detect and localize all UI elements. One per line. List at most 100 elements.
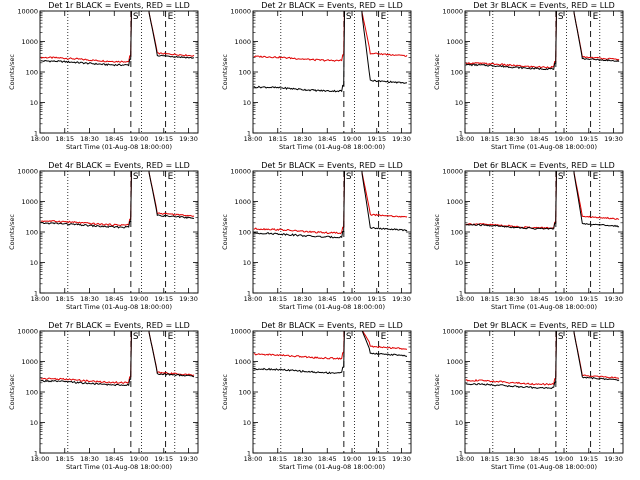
y-tick-label: 10000 — [230, 327, 251, 335]
y-tick-label: 10000 — [442, 167, 463, 175]
series-line-lld — [253, 171, 408, 235]
x-tick-label: 18:45 — [105, 455, 124, 463]
x-tick-label: 19:30 — [392, 135, 411, 143]
x-tick-label: 19:00 — [555, 295, 574, 303]
x-tick-label: 19:30 — [179, 295, 198, 303]
series-line-events — [465, 331, 620, 390]
y-tick-label: 100 — [451, 228, 463, 236]
series-line-lld — [40, 171, 195, 227]
series-line-events — [465, 171, 620, 230]
y-axis-label: Counts/sec — [221, 54, 229, 90]
y-tick-label: 10 — [243, 419, 251, 427]
x-tick-label: 19:15 — [154, 135, 173, 143]
x-tick-label: 18:00 — [456, 135, 475, 143]
y-tick-label: 10 — [243, 99, 251, 107]
y-tick-label: 1 — [459, 289, 463, 297]
x-tick-label: 18:45 — [318, 135, 337, 143]
y-tick-label: 1000 — [234, 38, 251, 46]
x-tick-label: 18:15 — [480, 455, 499, 463]
panel-det-2: Det 2r BLACK = Events, RED = LLD 1 10 100 10… — [221, 1, 412, 151]
y-tick-label: 100 — [26, 228, 38, 236]
y-tick-label: 100 — [239, 68, 251, 76]
x-tick-label: 19:00 — [130, 135, 149, 143]
x-tick-label: 18:15 — [268, 455, 287, 463]
x-tick-label: 19:30 — [392, 455, 411, 463]
y-tick-label: 1 — [459, 449, 463, 457]
x-tick-label: 18:30 — [293, 455, 312, 463]
y-tick-label: 1 — [34, 129, 38, 137]
x-tick-label: 18:15 — [268, 295, 287, 303]
plot-frame — [252, 330, 412, 454]
y-tick-label: 10000 — [442, 327, 463, 335]
x-tick-label: 19:15 — [367, 135, 386, 143]
start-marker-label: S — [558, 12, 564, 22]
series-group — [253, 171, 408, 239]
x-tick-label: 18:00 — [31, 135, 50, 143]
y-axis-label: Counts/sec — [221, 374, 229, 410]
x-tick-label: 19:30 — [179, 455, 198, 463]
y-tick-label: 10 — [30, 99, 38, 107]
panel-title: Det 1r BLACK = Events, RED = LLD — [48, 1, 190, 10]
x-tick-label: 18:30 — [80, 295, 99, 303]
x-axis-label: Start Time (01-Aug-08 18:00:00) — [279, 463, 385, 471]
panel-title: Det 3r BLACK = Events, RED = LLD — [473, 1, 615, 10]
x-tick-label: 19:15 — [367, 455, 386, 463]
y-axis-label: Counts/sec — [8, 54, 16, 90]
x-tick-label: 19:15 — [367, 295, 386, 303]
panel-det-3: Det 3r BLACK = Events, RED = LLD 1 10 100 10… — [433, 1, 624, 151]
x-tick-label: 18:15 — [268, 135, 287, 143]
y-tick-label: 1 — [459, 129, 463, 137]
x-tick-label: 19:15 — [579, 135, 598, 143]
y-tick-label: 10 — [455, 99, 463, 107]
x-tick-label: 18:00 — [244, 295, 263, 303]
x-tick-label: 18:45 — [318, 295, 337, 303]
x-tick-label: 18:30 — [293, 135, 312, 143]
series-group — [465, 171, 620, 230]
x-tick-label: 18:30 — [505, 135, 524, 143]
end-marker-label: E — [168, 332, 174, 342]
start-marker-label: S — [133, 332, 139, 342]
x-tick-label: 18:45 — [105, 135, 124, 143]
y-tick-label: 10000 — [17, 167, 38, 175]
y-tick-label: 1000 — [234, 198, 251, 206]
x-tick-label: 18:15 — [55, 455, 74, 463]
series-line-lld — [40, 11, 195, 63]
start-marker-label: S — [346, 12, 352, 22]
series-line-lld — [465, 331, 619, 386]
x-tick-label: 18:30 — [293, 295, 312, 303]
plot-frame — [252, 10, 412, 134]
panel-det-1: Det 1r BLACK = Events, RED = LLD 1 10 100 10… — [8, 1, 199, 151]
x-tick-label: 19:15 — [154, 295, 173, 303]
plot-frame — [464, 170, 624, 294]
panel-title: Det 8r BLACK = Events, RED = LLD — [261, 321, 403, 330]
panel-title: Det 4r BLACK = Events, RED = LLD — [48, 161, 190, 170]
panel-det-7: Det 7r BLACK = Events, RED = LLD 1 10 100 10… — [8, 321, 199, 471]
x-tick-label: 19:00 — [343, 455, 362, 463]
x-tick-label: 19:00 — [343, 135, 362, 143]
y-tick-label: 100 — [239, 388, 251, 396]
x-axis-label: Start Time (01-Aug-08 18:00:00) — [66, 463, 172, 471]
x-tick-label: 19:00 — [555, 135, 574, 143]
series-group — [40, 11, 195, 67]
y-tick-label: 100 — [26, 68, 38, 76]
y-tick-label: 10 — [243, 259, 251, 267]
x-tick-label: 18:00 — [456, 455, 475, 463]
y-tick-label: 1000 — [446, 358, 463, 366]
x-tick-label: 18:30 — [505, 295, 524, 303]
series-line-events — [40, 331, 195, 387]
plot-frame — [39, 170, 199, 294]
panel-title: Det 5r BLACK = Events, RED = LLD — [261, 161, 403, 170]
plot-frame — [39, 330, 199, 454]
panel-title: Det 6r BLACK = Events, RED = LLD — [473, 161, 615, 170]
x-tick-label: 19:00 — [555, 455, 574, 463]
y-tick-label: 10 — [30, 259, 38, 267]
x-tick-label: 19:30 — [604, 295, 623, 303]
end-marker-label: E — [381, 172, 387, 182]
x-tick-label: 18:00 — [31, 455, 50, 463]
panel-det-6: Det 6r BLACK = Events, RED = LLD 1 10 100 10… — [433, 161, 624, 311]
x-tick-label: 19:30 — [179, 135, 198, 143]
series-line-events — [40, 11, 194, 67]
x-tick-label: 19:15 — [579, 455, 598, 463]
x-tick-label: 18:30 — [505, 455, 524, 463]
series-line-events — [253, 11, 408, 93]
